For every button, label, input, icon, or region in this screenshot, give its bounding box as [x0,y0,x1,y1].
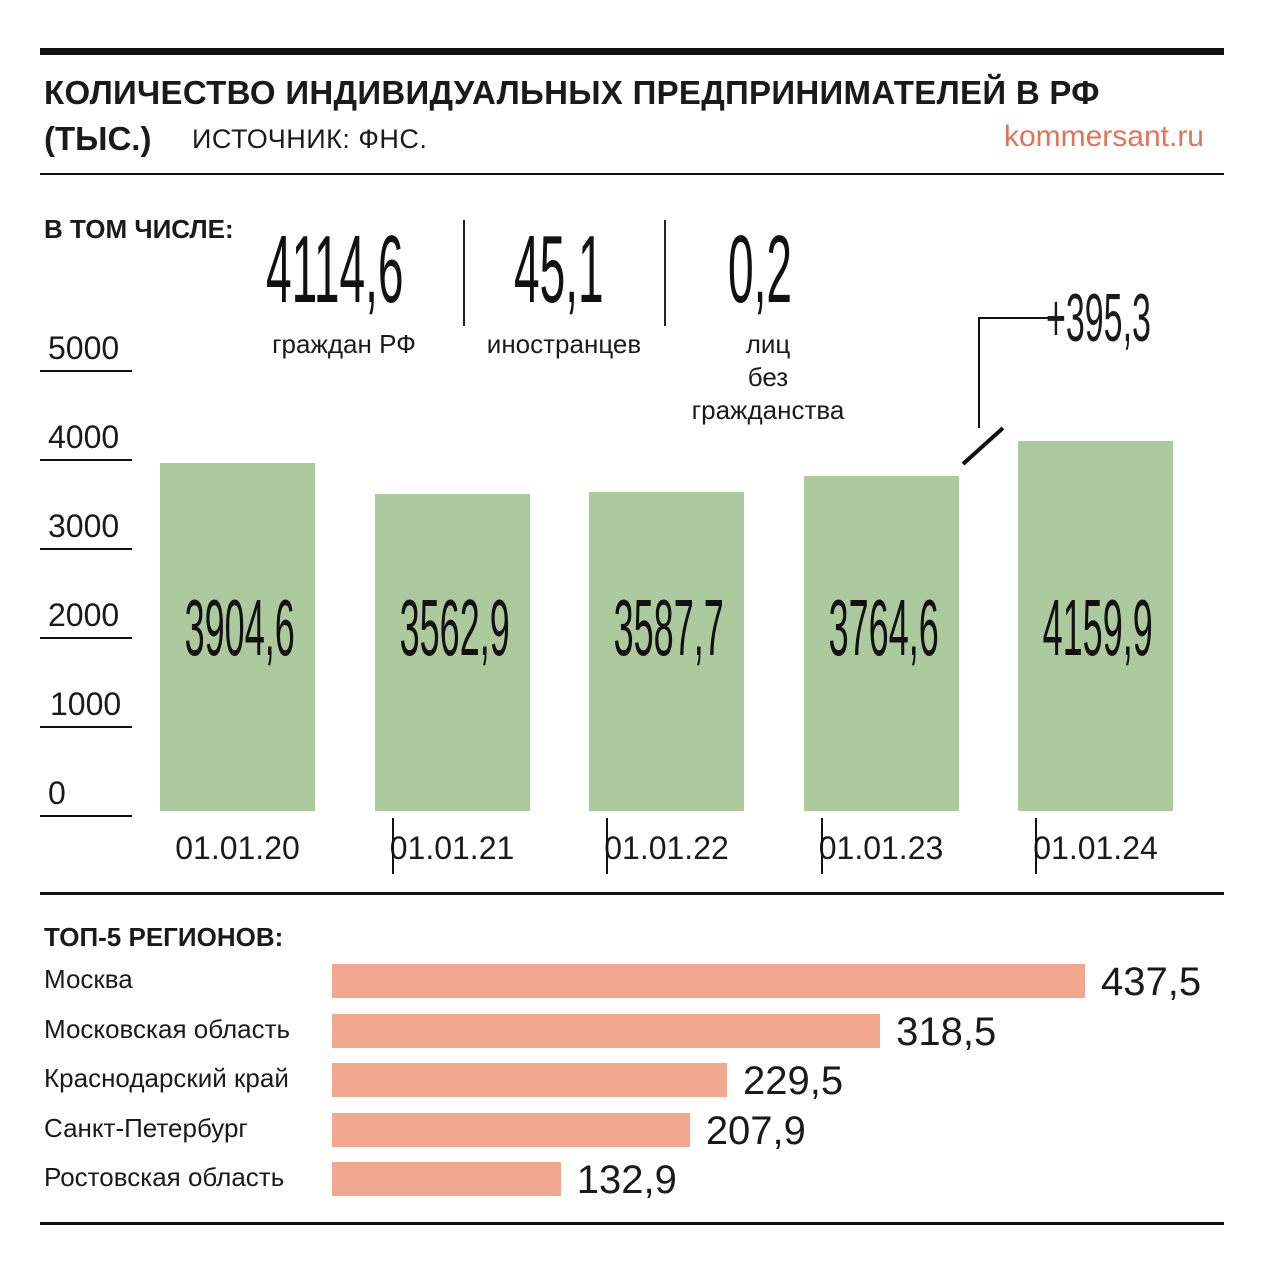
chart-bottom-rule [40,892,1224,895]
citizens-value: 4114,6 [266,216,404,323]
x-category-separator [391,818,394,874]
bar [803,475,959,811]
x-tick-label: 01.01.21 [389,830,515,866]
stateless-caption-line: гражданства [691,395,845,425]
delta-connector-line [978,317,1050,428]
bar-value-label: 3587,7 [613,583,724,672]
y-gridline [40,548,132,550]
site-link[interactable]: kommersant.ru [1003,120,1204,153]
region-name: Ростовская область [44,1162,285,1192]
region-value-label: 437,5 [1101,960,1202,1004]
x-tick-label: 01.01.20 [175,830,300,866]
region-bar [332,1063,727,1097]
header-rule [40,173,1224,175]
y-tick-label: 2000 [48,597,120,633]
y-tick-label: 4000 [48,419,120,455]
x-category-separator [606,818,608,874]
breakdown-separator-1 [463,220,465,326]
stateless-value: 0,2 [728,216,793,323]
x-category-separator [1035,818,1037,874]
y-gridline [40,459,132,461]
breakdown-label: В ТОМ ЧИСЛЕ: [44,214,234,244]
bar-value-label: 3904,6 [184,583,295,672]
region-bar [332,1162,561,1196]
region-name: Краснодарский край [44,1063,289,1093]
region-value-label: 318,5 [896,1009,997,1054]
bar [1018,440,1173,811]
bar-value-label: 3562,9 [399,583,510,672]
x-category-separator [820,818,823,874]
y-tick-label: 0 [48,775,66,811]
bar [374,493,530,811]
region-name: Санкт-Петербург [44,1112,248,1143]
x-tick-label: 01.01.22 [604,830,729,866]
foreigners-caption: иностранцев [486,329,642,359]
y-gridline [40,726,132,728]
citizens-caption: граждан РФ [272,329,416,359]
region-bar [332,1013,881,1048]
bottom-rule [40,1222,1224,1225]
region-value-label: 132,9 [576,1158,677,1202]
region-name: Москва [44,964,133,994]
bar-value-label: 4159,9 [1042,583,1153,672]
delta-break-mark [961,426,1005,466]
stateless-caption-line: без [747,362,789,392]
y-tick-label: 3000 [48,508,120,544]
source-note: ИСТОЧНИК: ФНС. [192,124,428,154]
delta-connector [961,317,1050,466]
stateless-caption-line: лиц [745,329,791,359]
regions-title: ТОП-5 РЕГИОНОВ: [44,922,284,952]
stateless-caption: лиц без гражданства [668,328,868,427]
region-bar [332,964,1085,998]
y-gridline [40,815,132,817]
region-value-label: 229,5 [743,1059,844,1103]
delta-annotation: +395,3 [1046,280,1151,356]
x-tick-label: 01.01.23 [818,830,944,866]
x-tick-label: 01.01.24 [1033,830,1158,866]
breakdown-separator-2 [664,220,666,326]
region-bar [332,1112,690,1147]
region-value-label: 207,9 [705,1108,806,1153]
y-tick-label: 1000 [50,686,122,722]
bar [589,491,744,811]
region-name: Московская область [44,1013,291,1044]
y-tick-label: 5000 [48,330,120,366]
y-gridline [40,637,132,639]
foreigners-value: 45,1 [514,216,604,323]
bar [160,463,315,811]
chart-title-unit: (ТЫС.) [44,120,152,157]
chart-title: КОЛИЧЕСТВО ИНДИВИДУАЛЬНЫХ ПРЕДПРИНИМАТЕЛ… [44,74,1100,111]
bar-value-label: 3764,6 [828,583,939,672]
y-gridline [40,370,132,372]
top-thick-rule [40,48,1224,55]
